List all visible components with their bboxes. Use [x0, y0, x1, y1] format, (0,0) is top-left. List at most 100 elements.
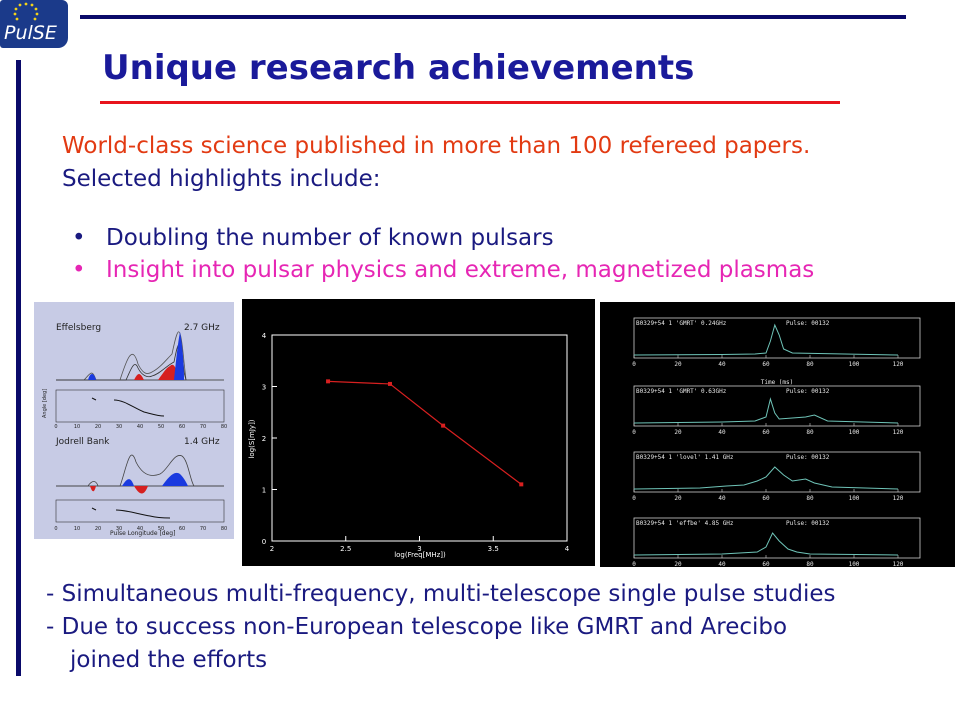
- x-tick-label: 3: [417, 545, 421, 553]
- polarization-profile-figure: Effelsberg 2.7 GHz Angle [deg] Jodrell B…: [34, 302, 234, 539]
- time-tick-label: 40: [718, 495, 726, 502]
- pulse-panel-label: B0329+54 1 'GMRT' 0.63GHz: [636, 388, 727, 395]
- pulse-panel-label: B0329+54 1 'lovel' 1.41 GHz: [636, 454, 734, 461]
- angle-label: Angle [deg]: [42, 389, 48, 418]
- pulse-profile-trace: [633, 466, 899, 490]
- time-tick-label: 120: [893, 429, 904, 436]
- time-tick-label: 80: [806, 561, 814, 567]
- time-tick-label: 120: [893, 361, 904, 368]
- longitude-tick-label: 70: [200, 424, 206, 430]
- top-station-label: Effelsberg: [56, 323, 101, 333]
- pulse-panel-frame: [633, 517, 921, 559]
- longitude-tick-label: 10: [74, 526, 80, 532]
- highlights-list: • Doubling the number of known pulsars •…: [72, 222, 814, 286]
- pulse-panel-frame: [633, 317, 921, 359]
- time-tick-label: 100: [849, 361, 860, 368]
- single-pulse-figure: B0329+54 1 'GMRT' 0.24GHz Pulse: 00132 0 20…: [600, 302, 955, 567]
- time-tick-label: 0: [632, 429, 636, 436]
- spectrum-chart: 2 2.5 3 3.5 4 0 1 2 3 4 log(Freq[MHz]) log(S[mJy]…: [242, 299, 595, 566]
- time-tick-label: 100: [849, 429, 860, 436]
- time-tick-label: 100: [849, 495, 860, 502]
- time-tick-label: 80: [806, 429, 814, 436]
- y-tick-label: 3: [262, 384, 266, 392]
- time-tick-label: 60: [762, 495, 770, 502]
- time-tick-label: 40: [718, 429, 726, 436]
- top-divider: [80, 15, 906, 19]
- time-tick-label: 80: [806, 495, 814, 502]
- pulse-panel-frame: [633, 385, 921, 427]
- pulse-logo: PulSE: [0, 0, 68, 48]
- pulse-number-label: Pulse: 00132: [786, 388, 830, 395]
- note-line-2: - Due to success non-European telescope …: [46, 614, 788, 640]
- page-title: Unique research achievements: [102, 48, 695, 88]
- longitude-tick-label: 70: [200, 526, 206, 532]
- longitude-tick-label: 60: [179, 424, 185, 430]
- highlight-item: • Insight into pulsar physics and extrem…: [72, 254, 814, 286]
- bullet-marker: •: [72, 257, 86, 283]
- time-tick-label: 40: [718, 561, 726, 567]
- longitude-tick-label: 0: [54, 424, 57, 430]
- time-tick-label: 0: [632, 361, 636, 368]
- note-line-3: joined the efforts: [70, 647, 268, 673]
- pulse-profile-trace: [633, 397, 899, 424]
- longitude-tick-label: 10: [74, 424, 80, 430]
- bottom-notes: - Simultaneous multi-frequency, multi-te…: [46, 578, 835, 677]
- pulse-number-label: Pulse: 00132: [786, 520, 830, 527]
- spectrum-data-point: [388, 381, 392, 386]
- title-underline: [100, 101, 840, 104]
- y-tick-label: 4: [262, 332, 267, 340]
- longitude-tick-label: 20: [95, 424, 101, 430]
- pulse-longitude-label: Pulse Longitude [deg]: [110, 530, 175, 537]
- pulse-number-label: Pulse: 00132: [786, 454, 830, 461]
- longitude-tick-label: 40: [137, 526, 143, 532]
- pulse-profile-trace: [633, 532, 899, 556]
- time-tick-label: 40: [718, 361, 726, 368]
- pulse-panel-frame: [633, 451, 921, 493]
- intro-text: World-class science published in more th…: [62, 130, 810, 196]
- pulse-panel-label: B0329+54 1 'effbe' 4.85 GHz: [636, 520, 734, 527]
- time-axis-label: Time (ms): [761, 379, 794, 386]
- pulse-profile-trace: [633, 323, 899, 356]
- y-tick-label: 2: [262, 435, 266, 443]
- eu-stars-icon: [13, 2, 39, 21]
- y-tick-label: 0: [262, 538, 266, 546]
- time-tick-label: 100: [849, 561, 860, 567]
- longitude-tick-label: 20: [95, 526, 101, 532]
- highlight-text: Doubling the number of known pulsars: [106, 225, 554, 251]
- logo-text: PulSE: [4, 22, 57, 44]
- note-line-1: - Simultaneous multi-frequency, multi-te…: [46, 581, 836, 607]
- time-tick-label: 60: [762, 561, 770, 567]
- highlight-text: Insight into pulsar physics and extreme,…: [106, 257, 815, 283]
- x-tick-label: 2: [270, 545, 274, 553]
- time-tick-label: 60: [762, 361, 770, 368]
- spectrum-data-point: [519, 482, 524, 487]
- side-divider: [16, 60, 21, 676]
- longitude-tick-label: 50: [158, 526, 164, 532]
- time-tick-label: 120: [893, 561, 904, 567]
- intro-line-1: World-class science published in more th…: [62, 133, 811, 159]
- longitude-tick-label: 80: [221, 526, 227, 532]
- bullet-marker: •: [72, 225, 86, 251]
- longitude-tick-label: 30: [116, 424, 122, 430]
- longitude-tick-label: 30: [116, 526, 122, 532]
- longitude-tick-label: 50: [158, 424, 164, 430]
- spectrum-data-point: [441, 423, 446, 428]
- time-tick-label: 60: [762, 429, 770, 436]
- longitude-tick-label: 0: [54, 526, 57, 532]
- pulse-number-label: Pulse: 00132: [786, 320, 830, 327]
- time-tick-label: 80: [806, 361, 814, 368]
- highlight-item: • Doubling the number of known pulsars: [72, 222, 814, 254]
- time-tick-label: 20: [674, 361, 682, 368]
- x-tick-label: 4: [565, 545, 570, 553]
- x-axis-label: log(Freq[MHz]): [394, 551, 446, 559]
- intro-line-2: Selected highlights include:: [62, 166, 381, 192]
- spectrum-data-point: [326, 379, 331, 384]
- pulse-panel-label: B0329+54 1 'GMRT' 0.24GHz: [636, 320, 727, 327]
- x-tick-label: 3.5: [488, 545, 499, 553]
- time-tick-label: 20: [674, 429, 682, 436]
- time-tick-label: 0: [632, 561, 636, 567]
- bottom-frequency-label: 1.4 GHz: [184, 437, 220, 447]
- time-tick-label: 120: [893, 495, 904, 502]
- y-axis-label: log(S[mJy]): [248, 419, 256, 458]
- time-tick-label: 20: [674, 495, 682, 502]
